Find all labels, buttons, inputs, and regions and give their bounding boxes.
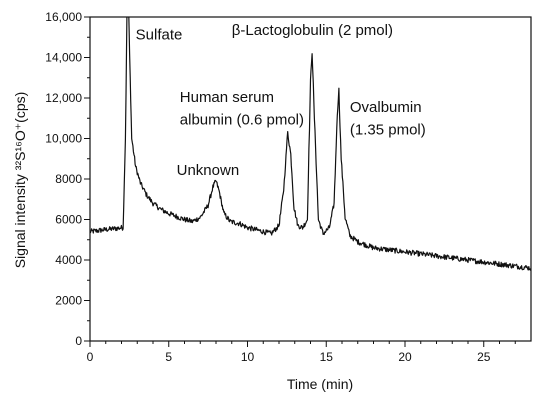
peak-annotation: Sulfate — [136, 26, 183, 43]
series — [90, 17, 531, 271]
y-tick-label: 2000 — [55, 294, 82, 308]
signal-trace — [90, 17, 531, 271]
x-tick-label: 20 — [398, 350, 412, 364]
peak-annotation: Unknown — [177, 162, 240, 179]
ticks: 0 5 10 15 20 25 0 2000 4000 6000 8000 10,000 12,000 1… — [45, 10, 516, 364]
x-axis-title: Time (min) — [287, 376, 353, 392]
peak-annotation: Ovalbumin — [350, 99, 422, 116]
y-tick-label: 8000 — [55, 172, 82, 186]
peak-annotation: Human serum — [180, 89, 274, 106]
y-tick-label: 0 — [75, 334, 82, 348]
peak-annotation: β-Lactoglobulin (2 pmol) — [232, 22, 393, 39]
x-tick-label: 10 — [241, 350, 255, 364]
axes — [89, 16, 532, 342]
y-tick-label: 16,000 — [45, 10, 82, 24]
y-tick-label: 10,000 — [45, 132, 82, 146]
x-tick-label: 15 — [320, 350, 334, 364]
y-axis-title: Signal intensity ³²S¹⁶O⁺(cps) — [12, 92, 28, 269]
y-tick-label: 4000 — [55, 253, 82, 267]
annotations: Sulfate Unknown Human serum albumin (0.6 pm… — [136, 22, 426, 179]
peak-annotation: albumin (0.6 pmol) — [180, 111, 304, 128]
plot-frame — [89, 16, 532, 342]
x-tick-label: 5 — [165, 350, 172, 364]
y-tick-label: 14,000 — [45, 51, 82, 65]
x-tick-label: 0 — [87, 350, 94, 364]
x-tick-label: 25 — [477, 350, 491, 364]
peak-annotation: (1.35 pmol) — [350, 121, 426, 138]
y-tick-label: 6000 — [55, 213, 82, 227]
y-tick-label: 12,000 — [45, 91, 82, 105]
